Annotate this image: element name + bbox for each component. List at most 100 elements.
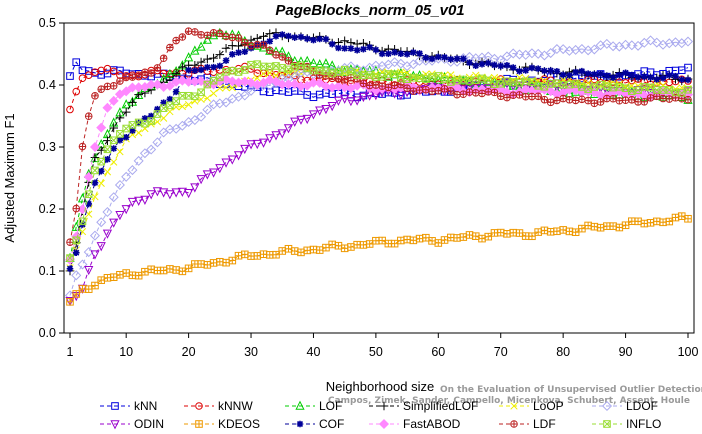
data-point	[210, 259, 217, 267]
data-point	[558, 44, 569, 55]
data-point	[515, 79, 524, 87]
legend-label: KDEOS	[218, 417, 260, 431]
data-point	[591, 71, 598, 78]
data-point	[272, 71, 280, 79]
data-point	[171, 69, 181, 78]
data-point	[235, 34, 242, 42]
data-point	[259, 32, 268, 41]
data-point	[584, 97, 592, 104]
data-point	[341, 76, 348, 84]
data-point	[484, 59, 492, 67]
data-point	[72, 290, 80, 298]
data-point	[97, 85, 105, 93]
credit-line-1: Campos, Zimek, Sander, Campello, Micenko…	[328, 396, 690, 406]
data-point	[459, 90, 467, 98]
x-tick-label: 1	[67, 345, 74, 359]
data-point	[166, 101, 174, 109]
data-point	[272, 62, 280, 70]
data-point	[110, 273, 117, 281]
data-point	[102, 102, 113, 113]
data-point	[647, 219, 654, 227]
legend-swatch-marker	[295, 400, 305, 410]
data-point	[378, 237, 386, 244]
data-point	[90, 250, 100, 260]
data-point	[328, 69, 336, 78]
data-point	[464, 82, 475, 92]
legend-swatch-marker	[111, 402, 119, 410]
data-point	[545, 48, 556, 59]
data-point	[528, 78, 536, 86]
data-point	[684, 96, 692, 104]
data-point	[528, 93, 536, 100]
data-point	[609, 83, 617, 92]
data-point	[534, 92, 542, 100]
data-point	[202, 170, 212, 180]
data-point	[277, 129, 287, 139]
legend-item-ldof: LDOF	[592, 399, 658, 413]
data-point	[252, 139, 262, 150]
data-point	[653, 86, 661, 94]
data-point	[158, 127, 169, 138]
data-point	[152, 137, 163, 148]
data-point	[578, 225, 586, 232]
y-tick-label: 0.0	[39, 326, 56, 340]
data-point	[509, 91, 517, 99]
data-point	[559, 81, 567, 89]
data-point	[410, 87, 417, 95]
data-point	[160, 99, 167, 106]
data-point	[665, 218, 673, 225]
data-point	[602, 87, 612, 97]
data-point	[97, 66, 106, 75]
data-point	[622, 221, 629, 229]
data-point	[634, 86, 642, 94]
data-point	[222, 33, 230, 40]
data-point	[589, 44, 600, 55]
data-point	[634, 73, 642, 81]
data-point	[303, 35, 311, 43]
data-point	[72, 249, 80, 256]
series-line	[69, 30, 689, 243]
data-point	[408, 59, 419, 70]
data-point	[71, 270, 82, 281]
data-point	[109, 136, 118, 145]
data-point	[308, 57, 319, 68]
data-point	[216, 30, 224, 37]
data-point	[103, 145, 112, 154]
legend-label: LoOP	[533, 399, 564, 413]
x-tick-label: 80	[556, 345, 570, 359]
data-point	[97, 276, 105, 284]
data-point	[290, 117, 300, 127]
data-point	[634, 218, 642, 225]
series-line	[69, 32, 689, 272]
data-point	[553, 97, 561, 104]
data-point	[522, 93, 529, 101]
data-point	[71, 221, 81, 231]
data-point	[222, 68, 230, 76]
data-point	[484, 74, 492, 82]
data-point	[310, 246, 317, 253]
legend-item-lof: LOF	[285, 399, 342, 413]
data-point	[391, 240, 398, 247]
data-point	[222, 83, 230, 92]
data-point	[385, 240, 392, 247]
data-point	[540, 83, 549, 91]
data-point	[154, 267, 161, 274]
data-point	[428, 237, 436, 245]
data-point	[72, 236, 81, 245]
data-point	[528, 64, 536, 72]
data-point	[110, 82, 117, 90]
data-point	[397, 74, 405, 82]
data-point	[385, 84, 392, 91]
legend-label: LDOF	[626, 399, 658, 413]
data-point	[403, 84, 411, 92]
data-point	[241, 66, 249, 74]
data-point	[204, 64, 211, 71]
data-point	[372, 81, 380, 89]
data-point	[447, 78, 455, 86]
data-point	[259, 70, 268, 78]
data-point	[102, 207, 113, 218]
data-point	[466, 231, 473, 239]
legend-swatch-marker	[510, 420, 518, 428]
data-point	[190, 183, 200, 193]
data-point	[84, 71, 93, 79]
